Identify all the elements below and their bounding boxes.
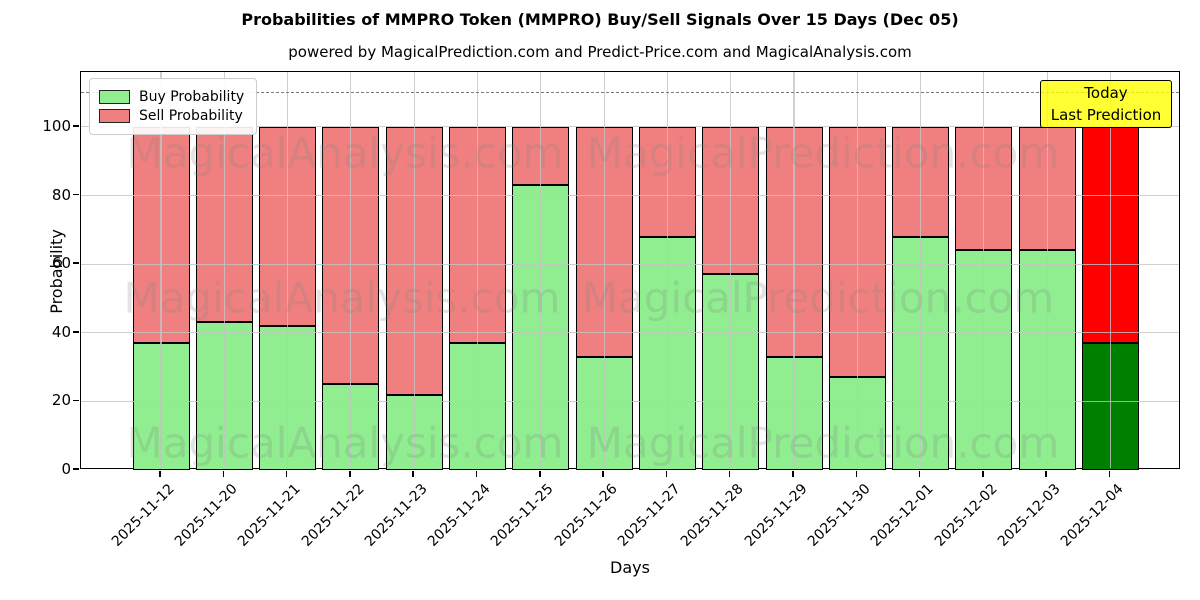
x-tick-mark [539, 470, 541, 477]
y-tick-mark [72, 125, 79, 127]
y-axis-label: Probability [46, 229, 66, 314]
vertical-gridline [856, 72, 858, 468]
x-tick-label: 2025-11-27 [614, 481, 684, 550]
today-annotation-line1: Today [1084, 84, 1128, 102]
vertical-gridline [666, 72, 668, 468]
legend-item-sell: Sell Probability [99, 108, 244, 124]
y-tick-mark [72, 331, 79, 333]
vertical-gridline [983, 72, 985, 468]
vertical-gridline [603, 72, 605, 468]
x-tick-mark [855, 470, 858, 477]
x-tick-mark [285, 470, 288, 477]
legend-label-sell: Sell Probability [139, 108, 243, 124]
dashed-threshold-line [81, 91, 1179, 93]
vertical-gridline [350, 72, 352, 468]
x-tick-mark [728, 470, 731, 477]
x-tick-label: 2025-12-03 [994, 481, 1064, 550]
x-tick-mark [1108, 470, 1111, 477]
x-tick-label: 2025-11-26 [551, 481, 621, 550]
horizontal-gridline [81, 400, 1179, 402]
x-axis-label: Days [610, 558, 650, 577]
chart-subtitle: powered by MagicalPrediction.com and Pre… [288, 43, 912, 61]
x-tick-label: 2025-11-23 [361, 481, 431, 550]
x-tick-mark [665, 470, 668, 477]
y-tick-label: 20 [51, 391, 71, 410]
vertical-gridline [413, 72, 415, 468]
x-tick-mark [602, 470, 604, 477]
x-tick-mark [918, 470, 921, 477]
y-tick-label: 40 [51, 322, 71, 341]
y-tick-mark [72, 399, 79, 402]
vertical-gridline [1109, 72, 1112, 468]
x-tick-label: 2025-11-22 [298, 481, 368, 550]
horizontal-gridline [81, 126, 1179, 128]
x-tick-label: 2025-11-28 [678, 481, 748, 550]
legend-label-buy: Buy Probability [139, 89, 245, 105]
y-tick-label: 60 [51, 254, 71, 273]
sell-color-swatch [99, 109, 130, 123]
x-tick-mark [349, 470, 351, 477]
legend: Buy Probability Sell Probability [89, 78, 258, 135]
vertical-gridline [223, 72, 225, 468]
vertical-gridline [476, 72, 479, 468]
y-tick-mark [72, 193, 79, 196]
legend-item-buy: Buy Probability [99, 89, 244, 105]
x-tick-label: 2025-11-20 [171, 481, 241, 550]
x-tick-label: 2025-12-04 [1057, 481, 1127, 550]
x-tick-label: 2025-11-12 [108, 481, 178, 550]
x-tick-mark [159, 470, 161, 477]
x-tick-label: 2025-12-01 [868, 481, 937, 550]
horizontal-gridline [81, 332, 1179, 334]
vertical-gridline [540, 72, 542, 468]
y-tick-mark [72, 262, 79, 264]
vertical-gridline [287, 72, 289, 468]
x-tick-mark [412, 470, 414, 477]
x-tick-label: 2025-11-24 [424, 481, 494, 550]
x-tick-mark [792, 470, 794, 477]
vertical-gridline [160, 72, 162, 468]
x-tick-label: 2025-11-30 [804, 481, 874, 550]
x-tick-label: 2025-11-29 [741, 481, 811, 550]
y-tick-mark [72, 468, 79, 470]
vertical-gridline [1046, 72, 1048, 468]
today-annotation-line2: Last Prediction [1050, 106, 1162, 124]
vertical-gridline [920, 72, 922, 468]
x-tick-label: 2025-11-21 [235, 481, 304, 550]
horizontal-gridline [81, 194, 1179, 197]
x-tick-mark [982, 470, 984, 477]
x-tick-mark [1045, 470, 1047, 477]
y-tick-label: 80 [51, 185, 71, 204]
x-tick-label: 2025-11-25 [488, 481, 558, 550]
chart-title: Probabilities of MMPRO Token (MMPRO) Buy… [241, 10, 959, 29]
y-tick-label: 0 [61, 460, 71, 478]
x-tick-mark [475, 470, 478, 477]
today-annotation: Today Last Prediction [1040, 80, 1172, 128]
x-tick-mark [222, 470, 225, 477]
buy-color-swatch [99, 90, 130, 104]
vertical-gridline [730, 72, 732, 468]
y-tick-label: 100 [42, 116, 71, 135]
plot-area: Buy Probability Sell Probability [80, 71, 1180, 470]
horizontal-gridline [81, 263, 1179, 265]
vertical-gridline [793, 72, 795, 468]
x-tick-label: 2025-12-02 [931, 481, 1001, 550]
